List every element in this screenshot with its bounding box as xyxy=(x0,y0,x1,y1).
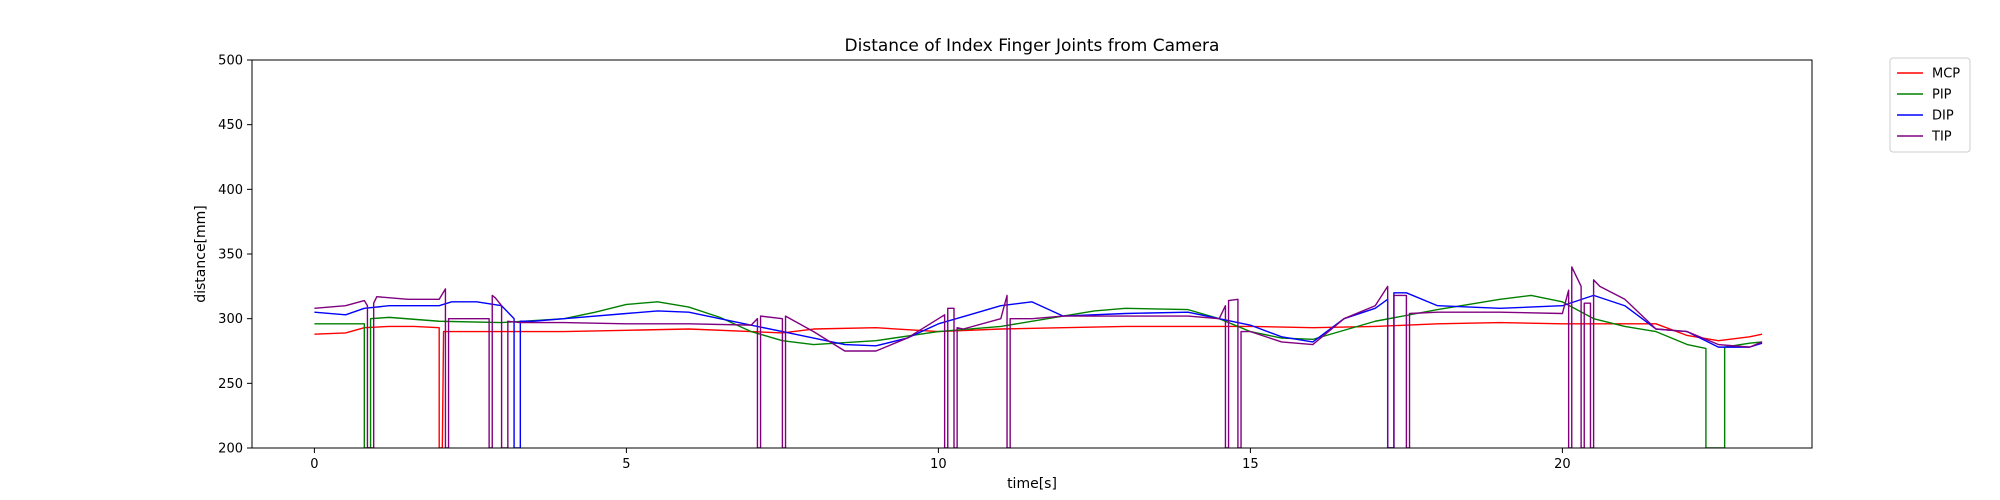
y-tick-label: 200 xyxy=(218,442,243,457)
series-line-pip xyxy=(314,294,1763,448)
y-tick-label: 400 xyxy=(218,183,243,198)
legend-label-dip: DIP xyxy=(1932,109,1954,124)
y-tick-label: 350 xyxy=(218,248,243,263)
y-axis-ticks: 200 250 300 350 400 450 500 xyxy=(218,54,252,457)
x-tick-label: 0 xyxy=(310,457,318,472)
legend-label-tip: TIP xyxy=(1931,130,1952,145)
x-tick-label: 10 xyxy=(930,457,947,472)
x-tick-label: 5 xyxy=(622,457,630,472)
x-tick-label: 15 xyxy=(1242,457,1259,472)
y-tick-label: 450 xyxy=(218,118,243,133)
legend-label-mcp: MCP xyxy=(1932,67,1960,82)
y-axis-label: distance[mm] xyxy=(193,205,209,303)
y-tick-label: 300 xyxy=(218,312,243,327)
series-layer xyxy=(314,266,1763,448)
series-line-dip xyxy=(314,292,1763,448)
x-axis-label: time[s] xyxy=(1007,476,1057,492)
chart-title: Distance of Index Finger Joints from Cam… xyxy=(845,36,1220,56)
x-axis-ticks: 0 5 10 15 20 xyxy=(310,448,1571,472)
legend-label-pip: PIP xyxy=(1932,88,1952,103)
legend-box xyxy=(1889,57,1971,153)
plot-area xyxy=(252,60,1812,448)
series-line-tip xyxy=(314,266,1763,448)
legend: MCP PIP DIP TIP xyxy=(1889,57,1971,153)
x-tick-label: 20 xyxy=(1554,457,1571,472)
series-line-mcp xyxy=(314,321,1763,448)
y-tick-label: 250 xyxy=(218,377,243,392)
y-tick-label: 500 xyxy=(218,54,243,69)
